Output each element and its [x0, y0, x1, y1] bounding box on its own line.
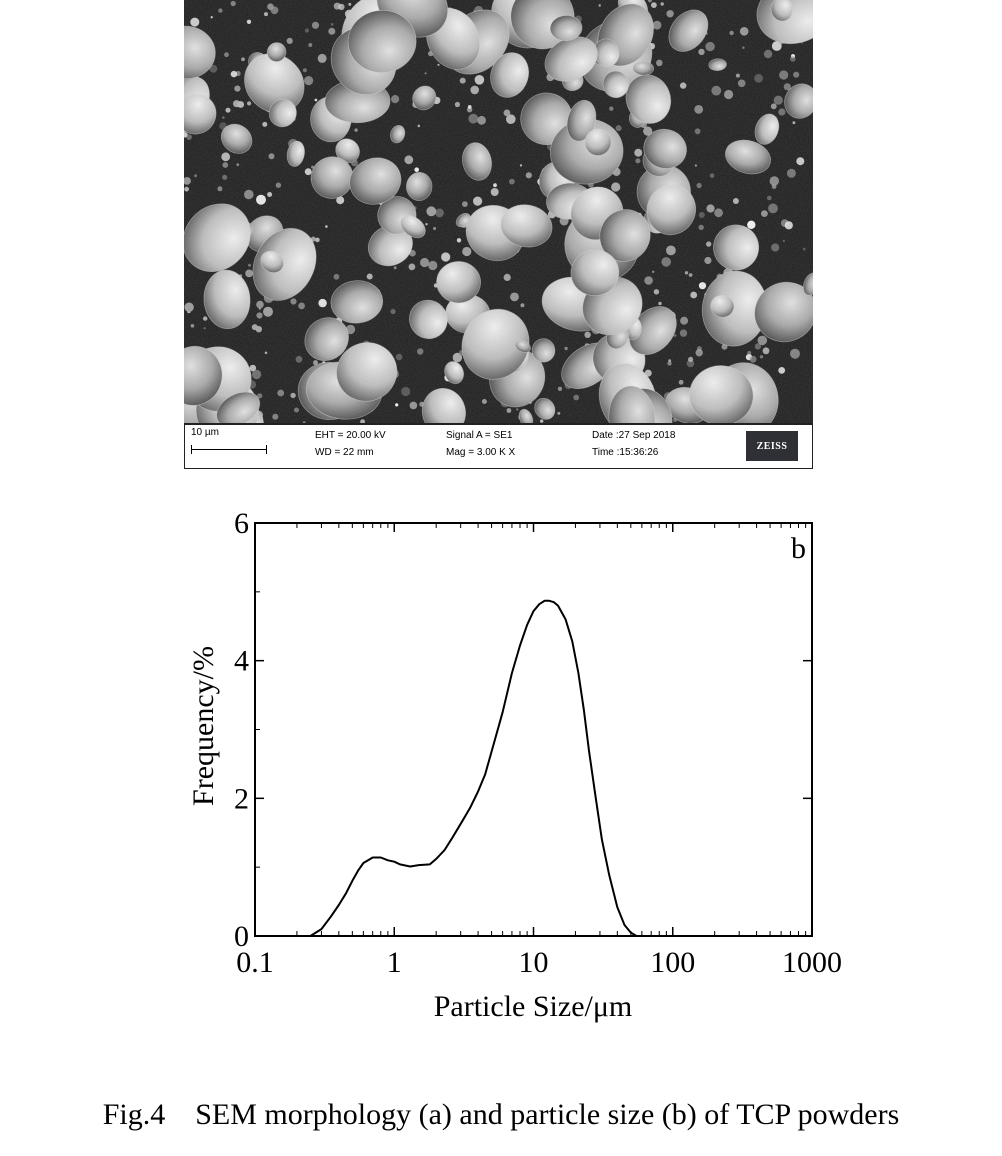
sem-info-bar: 10 µm EHT = 20.00 kV WD = 22 mm Signal A…: [184, 423, 813, 469]
y-tick-label: 4: [234, 645, 249, 678]
eht-value: EHT = 20.00 kV: [315, 430, 386, 441]
scale-bar-label: 10 µm: [191, 427, 219, 438]
x-tick-label: 1000: [782, 946, 842, 979]
sem-micrograph: [184, 0, 813, 423]
zeiss-logo: ZEISS: [746, 431, 798, 461]
chart-plot-area: [254, 522, 813, 937]
y-tick-label: 6: [234, 507, 249, 540]
signal-value: Signal A = SE1: [446, 430, 513, 441]
frequency-curve: [309, 599, 642, 937]
wd-value: WD = 22 mm: [315, 447, 374, 458]
y-tick-label: 0: [234, 920, 249, 953]
sem-panel: a 10 µm EHT = 20.00 kV WD = 22 mm Signal…: [184, 0, 963, 469]
y-tick-label: 2: [234, 782, 249, 815]
time-value: Time :15:36:26: [592, 447, 659, 458]
chart-tick-labels: 0.1 1 10 100 1000 0 2 4 6: [234, 507, 842, 979]
panel-label-a: a: [950, 18, 964, 51]
figure-caption: Fig.4 SEM morphology (a) and particle si…: [102, 1098, 900, 1131]
x-tick-label: 100: [650, 946, 695, 979]
x-axis-label: Particle Size/μm: [434, 990, 633, 1023]
chart-ticks: [254, 522, 813, 937]
plot-frame: [254, 522, 813, 937]
x-tick-label: 1: [387, 946, 402, 979]
chart-series: [309, 599, 642, 937]
mag-value: Mag = 3.00 K X: [446, 447, 516, 458]
panel-label-b: b: [791, 532, 806, 565]
particle-size-chart: 0.1 1 10 100 1000 0 2 4 6 b Particle Size/μm Fre…: [187, 507, 842, 1023]
scale-bar: [191, 445, 267, 454]
y-axis-label: Frequency/%: [187, 646, 220, 806]
date-value: Date :27 Sep 2018: [592, 430, 676, 441]
x-tick-label: 0.1: [236, 946, 274, 979]
x-tick-label: 10: [519, 946, 549, 979]
